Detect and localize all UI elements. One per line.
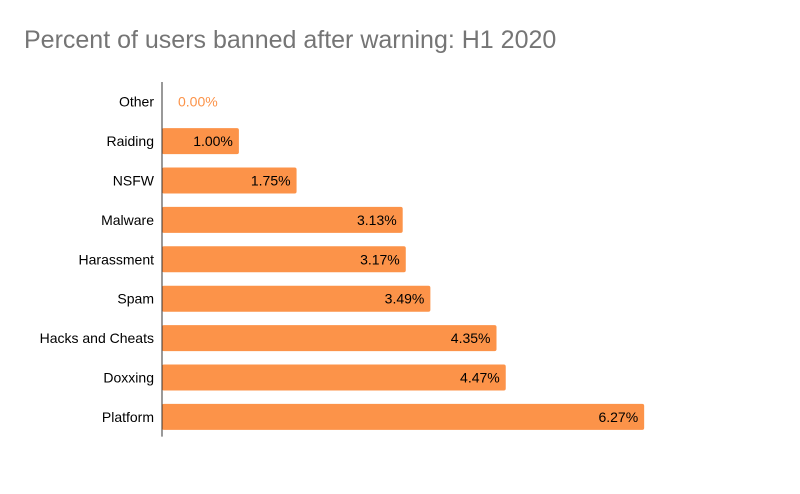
bar xyxy=(162,403,645,430)
bar xyxy=(162,364,506,391)
value-label: 3.49% xyxy=(385,291,425,307)
value-label: 4.47% xyxy=(460,370,500,386)
chart-title: Percent of users banned after warning: H… xyxy=(24,26,557,54)
category-label: Malware xyxy=(101,212,154,228)
category-label: Raiding xyxy=(107,133,154,149)
bar xyxy=(162,285,431,312)
value-label: 1.75% xyxy=(251,173,291,189)
value-label: 6.27% xyxy=(598,409,638,425)
category-label: Doxxing xyxy=(103,370,154,386)
bar xyxy=(162,206,403,233)
bar xyxy=(162,128,239,155)
value-label: 3.17% xyxy=(360,251,400,267)
value-label: 0.00% xyxy=(178,94,218,110)
bar xyxy=(162,246,406,273)
category-label: Harassment xyxy=(79,251,155,267)
bar xyxy=(162,167,297,194)
value-label: 4.35% xyxy=(451,330,491,346)
category-label: Other xyxy=(119,94,154,110)
value-label: 1.00% xyxy=(193,133,233,149)
category-label: NSFW xyxy=(113,173,155,189)
value-label: 3.13% xyxy=(357,212,397,228)
category-label: Platform xyxy=(102,409,154,425)
category-label: Hacks and Cheats xyxy=(40,330,154,346)
category-label: Spam xyxy=(117,291,154,307)
bar xyxy=(162,325,497,352)
